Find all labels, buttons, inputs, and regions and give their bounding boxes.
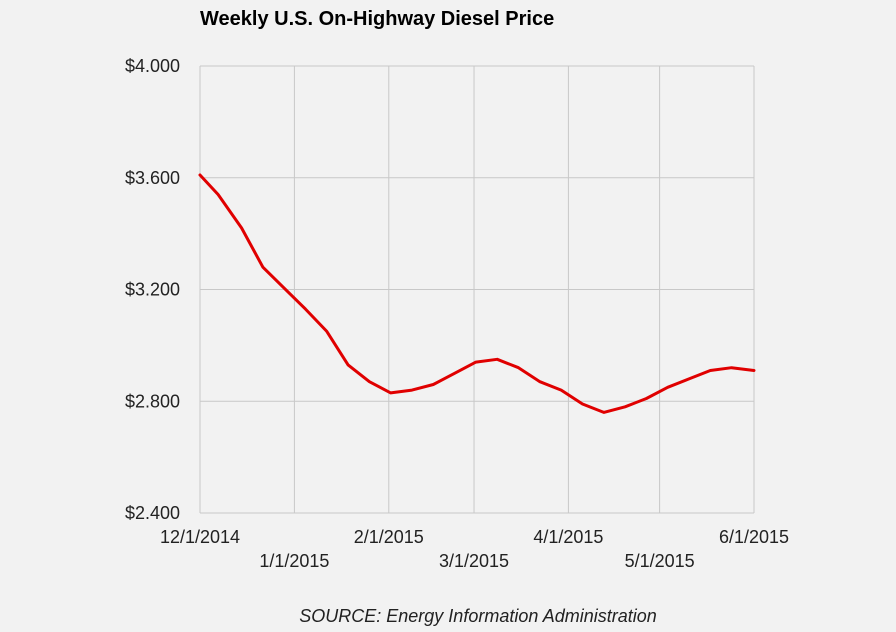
grid-lines: [199, 65, 755, 514]
chart-title: Weekly U.S. On-Highway Diesel Price: [200, 8, 555, 30]
x-tick-label: 2/1/2015: [354, 527, 424, 547]
x-tick-label: 1/1/2015: [259, 551, 329, 571]
series-line: [198, 173, 756, 414]
y-tick-label: $2.800: [125, 391, 180, 411]
y-tick-label: $2.400: [125, 503, 180, 523]
x-tick-label: 4/1/2015: [533, 527, 603, 547]
y-tick-label: $3.600: [125, 168, 180, 188]
y-tick-label: $3.200: [125, 280, 180, 300]
source-note: SOURCE: Energy Information Administratio…: [299, 606, 657, 626]
x-tick-label: 3/1/2015: [439, 551, 509, 571]
x-tick-label: 6/1/2015: [719, 527, 789, 547]
x-tick-label: 12/1/2014: [160, 527, 240, 547]
x-axis-ticks: 12/1/2014 1/1/2015 2/1/2015 3/1/2015 4/1/201…: [160, 527, 789, 571]
y-axis-ticks: $2.400 $2.800 $3.200 $3.600 $4.000: [125, 56, 180, 523]
series-layer: [198, 173, 756, 414]
y-tick-label: $4.000: [125, 56, 180, 76]
x-tick-label: 5/1/2015: [625, 551, 695, 571]
